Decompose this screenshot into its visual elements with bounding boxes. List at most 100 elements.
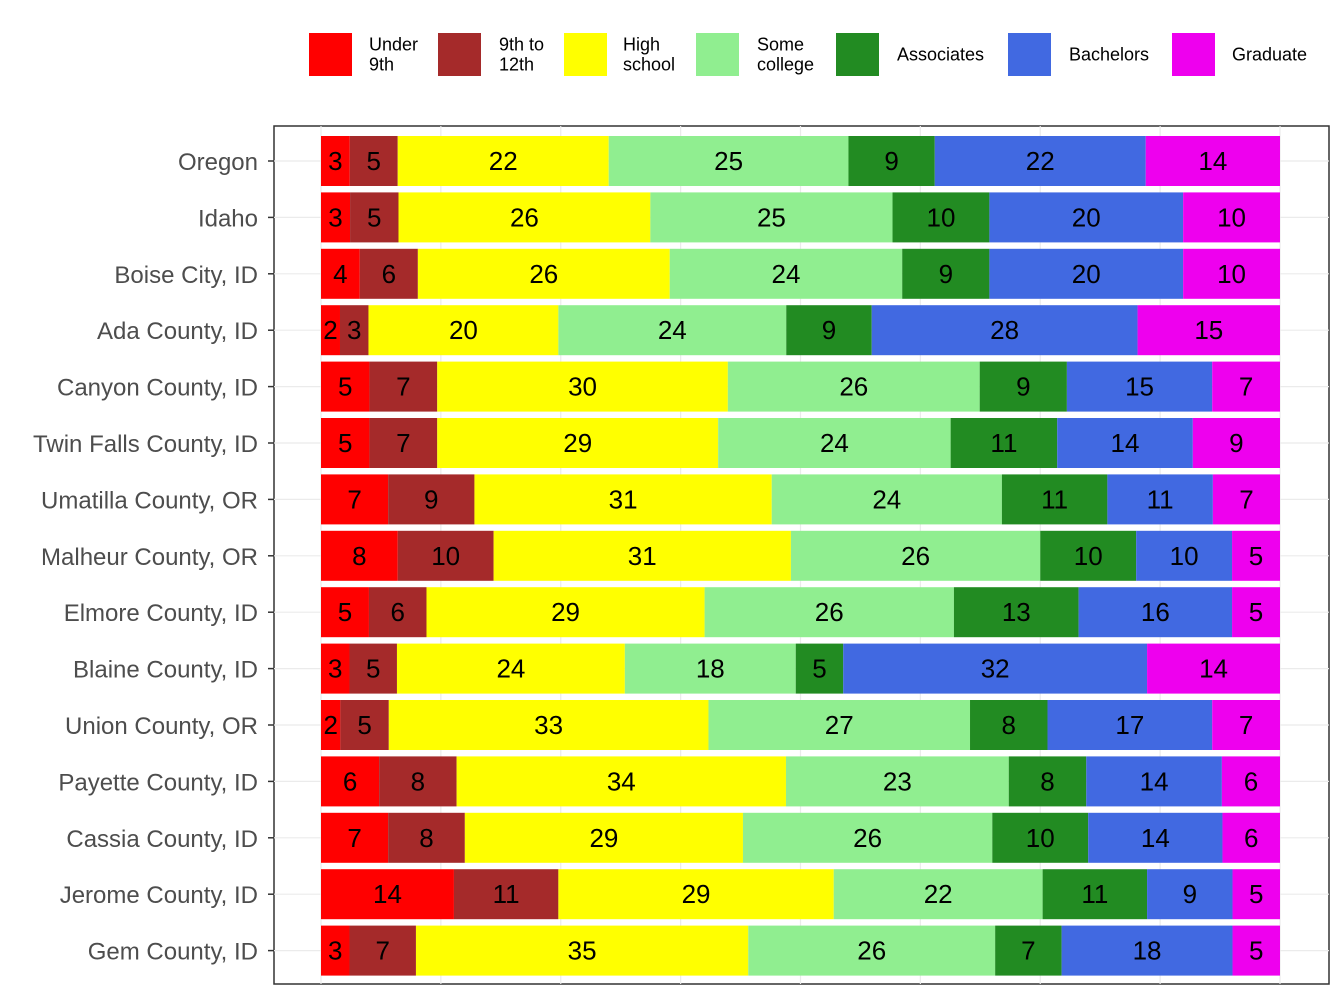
- bar-value-label: 14: [1199, 654, 1228, 684]
- category-label: Twin Falls County, ID: [33, 431, 258, 458]
- bar-segment-graduate: [1232, 925, 1280, 976]
- bar-segment-graduate: [1137, 305, 1280, 356]
- bar-value-label: 30: [568, 372, 597, 402]
- bar-segment-graduate: [1212, 474, 1280, 525]
- legend-item-some-college: Some college: [696, 33, 814, 76]
- bar-segment-associates: [786, 305, 872, 356]
- bar-segment-bachelors: [871, 305, 1138, 356]
- bar-segment-under-9th: [321, 587, 369, 638]
- bar-row-gem-county-id: 3 7 35 26 7 18 5: [321, 925, 1280, 976]
- legend-key: [1008, 33, 1051, 76]
- bar-segment-associates: [1040, 530, 1137, 581]
- bar-value-label: 3: [328, 936, 342, 966]
- bar-value-label: 7: [396, 428, 410, 458]
- bar-value-label: 26: [853, 823, 882, 853]
- bar-value-label: 32: [981, 654, 1010, 684]
- bar-row-jerome-county-id: 14 11 29 22 11 9 5: [321, 869, 1280, 920]
- bar-segment-graduate: [1222, 812, 1280, 863]
- bar-segment-graduate: [1221, 756, 1280, 807]
- bar-row-ada-county-id: 2 3 20 24 9 28 15: [321, 305, 1280, 356]
- category-label: Union County, OR: [65, 713, 258, 740]
- bar-value-label: 6: [1244, 766, 1258, 796]
- bar-row-cassia-county-id: 7 8 29 26 10 14 6: [321, 812, 1280, 863]
- bar-segment-under-9th: [321, 305, 340, 356]
- bar-row-twin-falls-county-id: 5 7 29 24 11 14 9: [321, 418, 1280, 468]
- bar-segment-9th-to-12th: [359, 248, 418, 299]
- y-axis: Oregon Idaho Boise City, ID Ada County, ID C…: [33, 149, 274, 966]
- bar-value-label: 34: [607, 766, 636, 796]
- category-label: Idaho: [198, 205, 258, 232]
- bar-segment-under-9th: [321, 136, 350, 186]
- bar-segment-graduate: [1232, 530, 1280, 581]
- bar-segment-under-9th: [321, 192, 351, 243]
- legend-label: Associates: [897, 45, 984, 65]
- bar-segment-high-school: [415, 925, 749, 976]
- bar-segment-associates: [795, 643, 844, 694]
- bar-segment-associates: [1042, 869, 1148, 920]
- bar-value-label: 3: [328, 202, 342, 232]
- bar-segment-associates: [1001, 474, 1108, 525]
- bar-value-label: 26: [510, 202, 539, 232]
- legend-item-under-9th: Under 9th: [309, 33, 418, 76]
- bar-segment-bachelors: [1147, 869, 1233, 920]
- bar-value-label: 5: [1249, 879, 1263, 909]
- bar-row-boise-city-id: 4 6 26 24 9 20 10: [321, 248, 1280, 299]
- bar-value-label: 11: [990, 428, 1017, 458]
- bar-value-label: 26: [839, 372, 868, 402]
- bar-value-label: 2: [323, 315, 337, 345]
- bar-segment-graduate: [1212, 361, 1280, 412]
- bar-value-label: 5: [338, 428, 352, 458]
- legend-item-bachelors: Bachelors: [1008, 33, 1149, 76]
- bar-value-label: 23: [883, 766, 912, 796]
- bar-segment-high-school: [474, 474, 772, 525]
- bar-value-label: 7: [375, 936, 389, 966]
- bar-segment-associates: [992, 812, 1089, 863]
- bar-segment-some-college: [771, 474, 1002, 525]
- bar-value-label: 7: [396, 372, 410, 402]
- bar-segment-under-9th: [321, 361, 370, 412]
- legend-key: [836, 33, 879, 76]
- bar-segment-under-9th: [321, 812, 389, 863]
- bar-segment-graduate: [1212, 700, 1280, 750]
- bar-row-union-county-or: 2 5 33 27 8 17 7: [321, 700, 1280, 750]
- bar-segment-9th-to-12th: [369, 361, 438, 412]
- bar-segment-bachelors: [1086, 756, 1222, 807]
- bar-value-label: 24: [772, 259, 801, 289]
- category-label: Cassia County, ID: [66, 826, 258, 853]
- bar-value-label: 7: [1239, 372, 1253, 402]
- bar-segment-bachelors: [934, 136, 1146, 186]
- bar-row-malheur-county-or: 8 10 31 26 10 10 5: [321, 530, 1280, 581]
- category-label: Umatilla County, OR: [41, 487, 258, 514]
- bar-value-label: 14: [1141, 823, 1170, 853]
- bar-value-label: 18: [1133, 936, 1162, 966]
- bar-value-label: 20: [1072, 202, 1101, 232]
- legend-label: Under 9th: [369, 35, 418, 75]
- bar-segment-bachelors: [1078, 587, 1233, 638]
- bar-value-label: 7: [1239, 484, 1253, 514]
- bar-value-label: 13: [1002, 597, 1031, 627]
- bar-segment-9th-to-12th: [397, 530, 494, 581]
- bar-value-label: 4: [333, 259, 347, 289]
- bar-value-label: 17: [1115, 710, 1144, 740]
- bar-value-label: 31: [628, 541, 657, 571]
- bar-value-label: 9: [1016, 372, 1030, 402]
- bar-value-label: 22: [1026, 146, 1055, 176]
- bar-value-label: 8: [1040, 766, 1054, 796]
- legend-item-9th-to-12th: 9th to 12th: [438, 33, 544, 76]
- category-label: Ada County, ID: [97, 318, 258, 345]
- bar-segment-bachelors: [1061, 925, 1233, 976]
- bar-segment-some-college: [650, 192, 893, 243]
- bar-segment-under-9th: [321, 474, 389, 525]
- category-label: Boise City, ID: [114, 262, 258, 289]
- bar-segment-9th-to-12th: [350, 192, 399, 243]
- bar-segment-9th-to-12th: [453, 869, 559, 920]
- bar-value-label: 14: [1111, 428, 1140, 458]
- bar-segment-high-school: [417, 248, 670, 299]
- bar-segment-under-9th: [321, 925, 350, 976]
- bar-segment-associates: [970, 700, 1048, 750]
- legend-label: Bachelors: [1069, 45, 1149, 65]
- bar-segment-some-college: [704, 587, 954, 638]
- bar-segment-bachelors: [989, 192, 1184, 243]
- bar-segment-9th-to-12th: [349, 136, 398, 186]
